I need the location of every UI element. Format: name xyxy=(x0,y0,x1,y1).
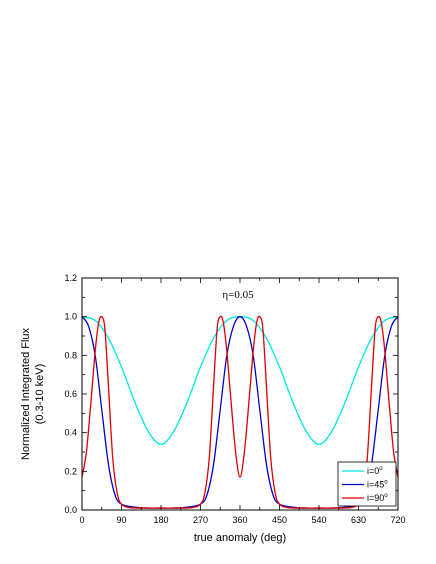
x-tick-label: 630 xyxy=(351,515,366,525)
y-tick-label: 0.6 xyxy=(64,389,77,399)
plot-frame xyxy=(81,277,399,511)
x-tick-label: 720 xyxy=(390,515,405,525)
series-line-i0 xyxy=(82,316,398,445)
legend-label-i45: i=45o xyxy=(367,480,388,490)
annotation-eta: η=0.05 xyxy=(222,289,254,301)
y-tick-label: 0.8 xyxy=(64,350,77,360)
y-tick-label: 0.0 xyxy=(64,505,77,515)
x-tick-label: 180 xyxy=(153,515,168,525)
legend: i=0o i=45o i=90o xyxy=(337,461,397,507)
legend-label-i0: i=0o xyxy=(367,466,383,476)
y-axis-label-range: (0.3-10 keV) xyxy=(34,364,46,425)
y-tick-label: 0.2 xyxy=(64,466,77,476)
y-tick-label: 0.4 xyxy=(64,428,77,438)
x-tick-label: 360 xyxy=(232,515,247,525)
x-tick-label: 450 xyxy=(272,515,287,525)
x-tick-label: 270 xyxy=(193,515,208,525)
y-tick-label: 1.0 xyxy=(64,312,77,322)
legend-label-i90: i=90o xyxy=(367,493,388,503)
y-tick-label: 1.2 xyxy=(64,273,77,283)
x-tick-label: 0 xyxy=(79,515,84,525)
y-axis-label: Normalized Integrated Flux xyxy=(20,327,32,460)
x-axis-label: true anomaly (deg) xyxy=(194,532,286,544)
x-tick-label: 540 xyxy=(311,515,326,525)
x-tick-label: 90 xyxy=(116,515,126,525)
